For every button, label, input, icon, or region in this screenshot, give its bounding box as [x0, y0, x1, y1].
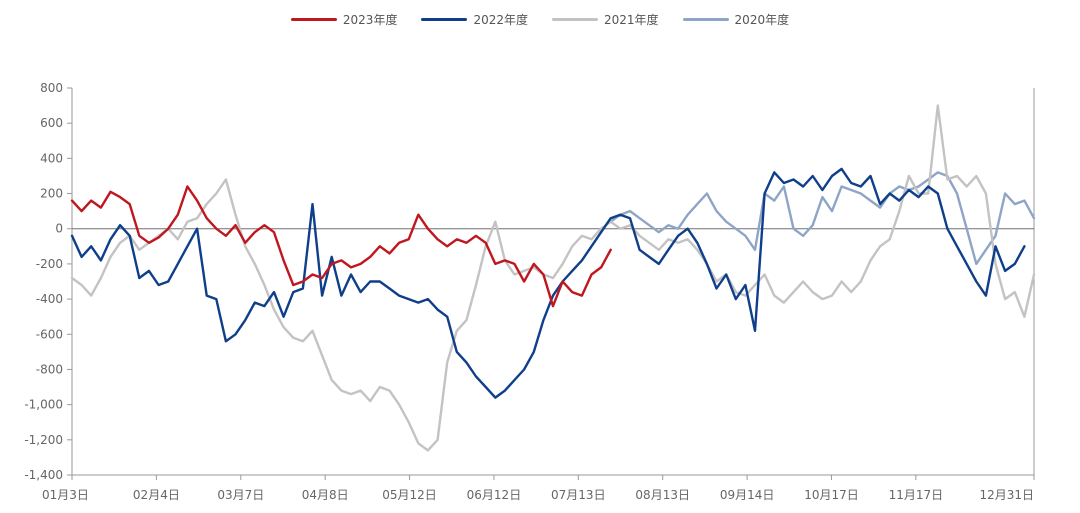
y-tick-label: -1,000: [24, 398, 63, 412]
x-tick-label: 05月12日: [382, 488, 437, 502]
legend-swatch: [552, 18, 598, 21]
y-tick-label: 400: [40, 151, 63, 165]
y-tick-label: -200: [36, 257, 63, 271]
legend-item-2021: 2021年度: [552, 11, 659, 28]
x-tick-label: 09月14日: [720, 488, 775, 502]
y-tick-label: 800: [40, 81, 63, 95]
series-line-2021: [70, 104, 1036, 452]
legend-label: 2020年度: [734, 13, 790, 27]
x-tick-label: 07月13日: [551, 488, 606, 502]
x-tick-label: 01月3日: [42, 488, 89, 502]
legend-item-2023: 2023年度: [290, 11, 398, 28]
legend-label: 2023年度: [342, 13, 398, 27]
y-tick-label: -800: [36, 362, 63, 376]
x-tick-label: 06月12日: [467, 488, 522, 502]
axes: 800 600 400 200 0 -200 -400 -600 -800 -1,000 -1,20…: [24, 81, 1035, 502]
series-line-2023: [70, 185, 612, 308]
series-group: [70, 104, 1036, 452]
y-tick-label: -1,200: [24, 433, 63, 447]
series-line-2020: [609, 171, 1036, 266]
y-tick-label: -600: [36, 327, 63, 341]
x-tick-label: 03月7日: [217, 488, 264, 502]
x-tick-label: 10月17日: [804, 488, 859, 502]
legend-swatch: [421, 18, 468, 21]
x-tick-label: 11月17日: [889, 488, 944, 502]
x-tick-label: 08月13日: [635, 488, 690, 502]
legend-swatch: [682, 18, 729, 21]
y-tick-label: 0: [55, 222, 63, 236]
y-tick-label: 600: [40, 116, 63, 130]
series-line-2022: [70, 167, 1026, 399]
y-tick-label: 200: [40, 187, 63, 201]
x-tick-label: 02月4日: [133, 488, 180, 502]
legend: 2023年度 2022年度 2021年度 2020年度: [0, 11, 1080, 28]
legend-item-2022: 2022年度: [421, 11, 528, 28]
legend-label: 2022年度: [473, 13, 528, 27]
x-tick-label: 12月31日: [979, 488, 1034, 502]
legend-item-2020: 2020年度: [682, 11, 790, 28]
y-tick-label: -1,400: [24, 468, 63, 482]
legend-label: 2021年度: [604, 13, 659, 27]
y-tick-label: -400: [36, 292, 63, 306]
x-tick-label: 04月8日: [302, 488, 349, 502]
legend-swatch: [290, 18, 337, 21]
